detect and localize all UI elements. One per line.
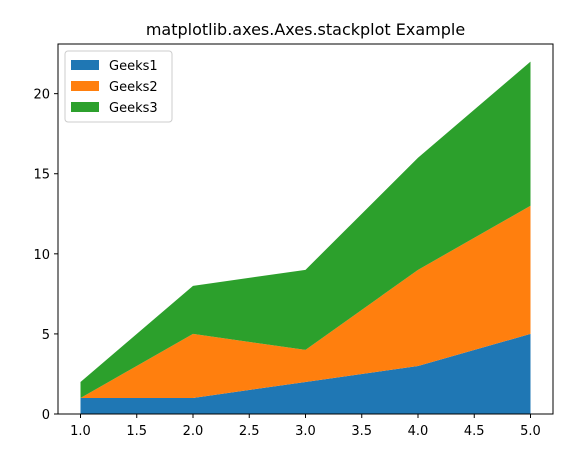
x-tick-label: 5.0	[520, 424, 541, 439]
y-tick-label: 5	[42, 328, 50, 343]
x-tick-label: 4.5	[464, 424, 485, 439]
y-axis: 0 5 10 15 20	[33, 88, 58, 423]
x-tick-label: 2.5	[239, 424, 260, 439]
chart-title: matplotlib.axes.Axes.stackplot Example	[146, 20, 465, 39]
legend-label-2: Geeks2	[109, 80, 158, 95]
area-series-1	[80, 333, 531, 414]
y-tick-label: 15	[33, 168, 50, 183]
x-tick-label: 3.5	[351, 424, 372, 439]
x-tick-label: 1.0	[70, 424, 91, 439]
y-tick-label: 10	[33, 248, 50, 263]
x-tick-label: 2.0	[183, 424, 204, 439]
y-tick-label: 0	[42, 408, 50, 423]
area-series-2	[80, 205, 531, 398]
y-tick-label: 20	[33, 88, 50, 103]
legend-label-3: Geeks3	[109, 101, 158, 116]
legend-swatch-3	[71, 102, 99, 112]
x-axis: 1.0 1.5 2.0 2.5 3.0 3.5 4.0 4.5 5.0	[70, 414, 541, 439]
x-tick-label: 4.0	[408, 424, 429, 439]
x-tick-label: 1.5	[126, 424, 147, 439]
area-series-3	[80, 61, 531, 398]
legend-swatch-1	[71, 60, 99, 70]
area-layer	[80, 61, 531, 414]
legend-label-1: Geeks1	[109, 59, 158, 74]
x-tick-label: 3.0	[295, 424, 316, 439]
legend: Geeks1 Geeks2 Geeks3	[64, 50, 173, 123]
legend-swatch-2	[71, 81, 99, 91]
